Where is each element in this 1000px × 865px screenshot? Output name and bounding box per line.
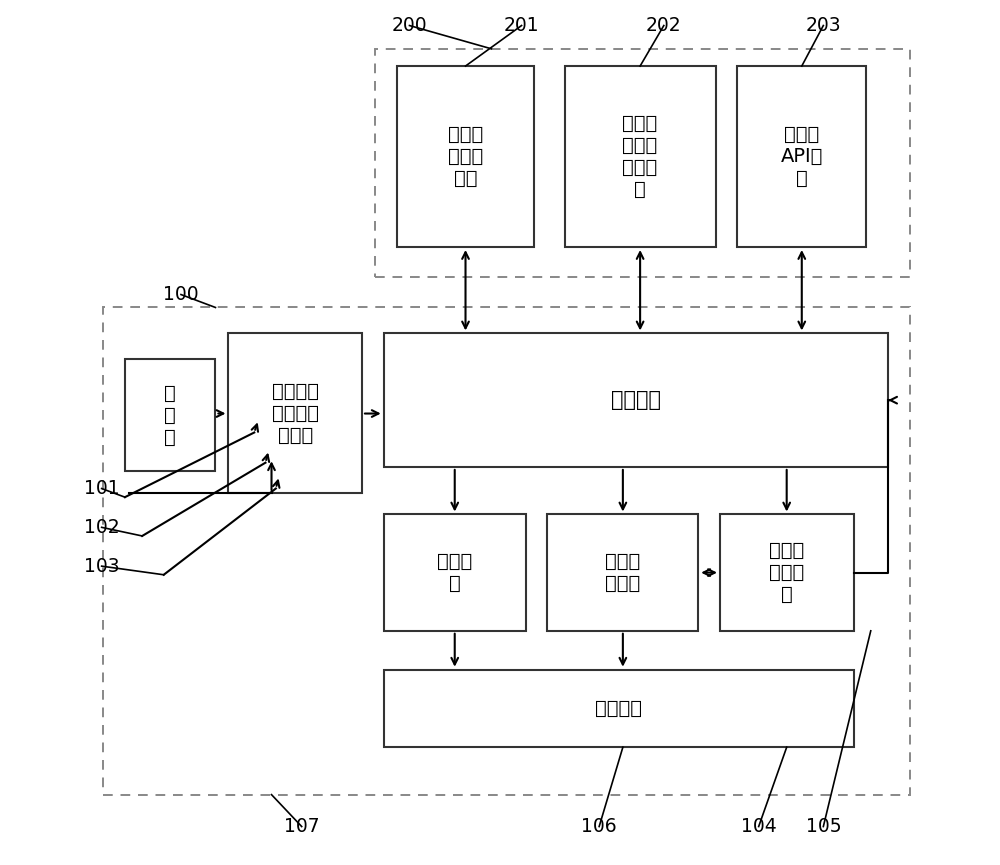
Bar: [547, 515, 698, 631]
Text: 101: 101: [84, 479, 119, 498]
Text: 103: 103: [84, 557, 119, 575]
Bar: [384, 333, 888, 467]
Text: 报警模
块: 报警模 块: [437, 552, 472, 593]
Bar: [103, 307, 910, 795]
Text: 107: 107: [284, 817, 320, 836]
Text: 微处理器: 微处理器: [611, 390, 661, 410]
Bar: [228, 333, 362, 493]
Bar: [125, 359, 215, 471]
Text: 脑电信
号在线
反馈模
块: 脑电信 号在线 反馈模 块: [622, 114, 658, 199]
Bar: [397, 66, 534, 247]
Text: 105: 105: [806, 817, 841, 836]
Text: 处理及
显示终
端: 处理及 显示终 端: [769, 541, 804, 604]
Text: 脑电信
号存储
模块: 脑电信 号存储 模块: [448, 125, 483, 188]
Text: 201: 201: [504, 16, 539, 35]
Text: 104: 104: [741, 817, 777, 836]
Bar: [720, 515, 854, 631]
Text: 电源模块: 电源模块: [595, 699, 642, 718]
Bar: [384, 670, 854, 747]
Text: 脑电信号
采集及解
析模块: 脑电信号 采集及解 析模块: [272, 381, 319, 445]
Bar: [375, 48, 910, 278]
Text: 203: 203: [806, 16, 841, 35]
Text: 102: 102: [84, 518, 119, 537]
Text: 106: 106: [581, 817, 617, 836]
Text: 无线通
信模块: 无线通 信模块: [605, 552, 640, 593]
Text: 200: 200: [392, 16, 427, 35]
Text: 干
电
极: 干 电 极: [164, 384, 176, 446]
Bar: [737, 66, 866, 247]
Text: 202: 202: [646, 16, 682, 35]
Text: 开放的
API接
口: 开放的 API接 口: [781, 125, 823, 188]
Bar: [565, 66, 716, 247]
Text: 100: 100: [163, 285, 199, 304]
Bar: [384, 515, 526, 631]
